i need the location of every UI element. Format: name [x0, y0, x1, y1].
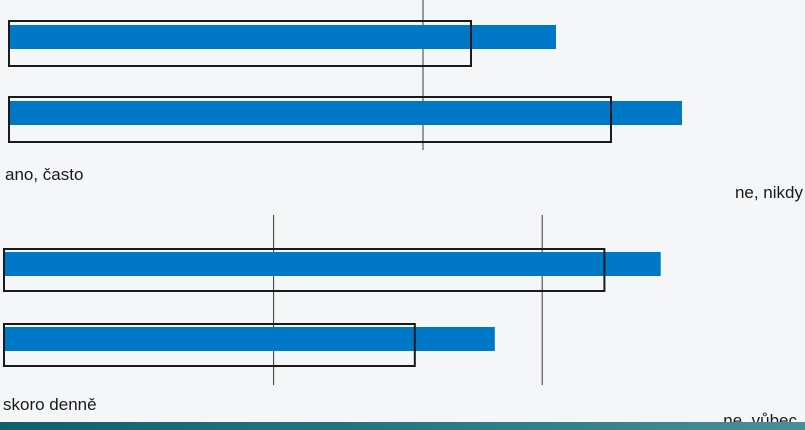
- bar-box-2-1: [3, 248, 606, 292]
- bar-box-1-2: [8, 96, 612, 143]
- scale-label-right-chart-1: ne, nikdy: [734, 183, 803, 202]
- bar-1-1: [10, 25, 556, 49]
- bar-box-1-1: [8, 20, 472, 67]
- scale-label-left-chart-1: ano, často: [5, 165, 84, 184]
- scale-label-left-chart-2: skoro denně: [3, 395, 97, 414]
- bar-1-2: [10, 101, 682, 125]
- page-edge-strip: [0, 422, 805, 430]
- bar-2-1: [5, 252, 661, 276]
- bar-2-2: [5, 327, 495, 351]
- bar-box-2-2: [3, 323, 416, 367]
